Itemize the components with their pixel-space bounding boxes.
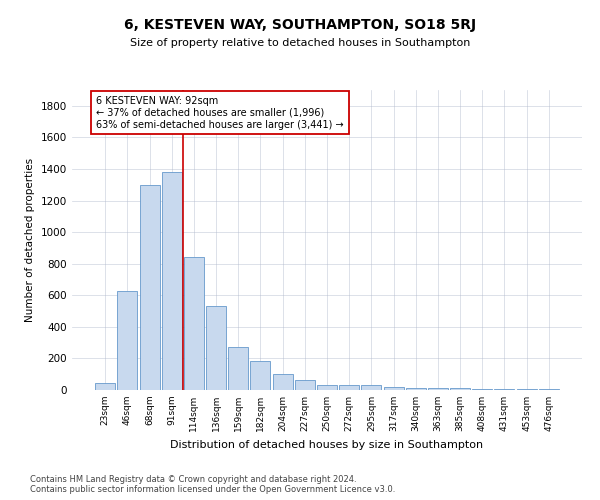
Text: Size of property relative to detached houses in Southampton: Size of property relative to detached ho… bbox=[130, 38, 470, 48]
Text: Contains public sector information licensed under the Open Government Licence v3: Contains public sector information licen… bbox=[30, 485, 395, 494]
Bar bbox=[295, 380, 315, 390]
Bar bbox=[184, 258, 204, 390]
Bar bbox=[339, 386, 359, 390]
Bar bbox=[206, 306, 226, 390]
Bar bbox=[228, 348, 248, 390]
Bar bbox=[428, 388, 448, 390]
X-axis label: Distribution of detached houses by size in Southampton: Distribution of detached houses by size … bbox=[170, 440, 484, 450]
Bar bbox=[406, 388, 426, 390]
Bar bbox=[494, 389, 514, 390]
Bar bbox=[162, 172, 182, 390]
Text: Contains HM Land Registry data © Crown copyright and database right 2024.: Contains HM Land Registry data © Crown c… bbox=[30, 475, 356, 484]
Y-axis label: Number of detached properties: Number of detached properties bbox=[25, 158, 35, 322]
Text: 6 KESTEVEN WAY: 92sqm
← 37% of detached houses are smaller (1,996)
63% of semi-d: 6 KESTEVEN WAY: 92sqm ← 37% of detached … bbox=[96, 96, 344, 130]
Text: 6, KESTEVEN WAY, SOUTHAMPTON, SO18 5RJ: 6, KESTEVEN WAY, SOUTHAMPTON, SO18 5RJ bbox=[124, 18, 476, 32]
Bar bbox=[450, 388, 470, 390]
Bar bbox=[95, 383, 115, 390]
Bar bbox=[317, 386, 337, 390]
Bar bbox=[517, 389, 536, 390]
Bar bbox=[250, 361, 271, 390]
Bar bbox=[272, 374, 293, 390]
Bar bbox=[539, 389, 559, 390]
Bar bbox=[383, 387, 404, 390]
Bar bbox=[140, 184, 160, 390]
Bar bbox=[472, 389, 492, 390]
Bar bbox=[361, 386, 382, 390]
Bar bbox=[118, 290, 137, 390]
